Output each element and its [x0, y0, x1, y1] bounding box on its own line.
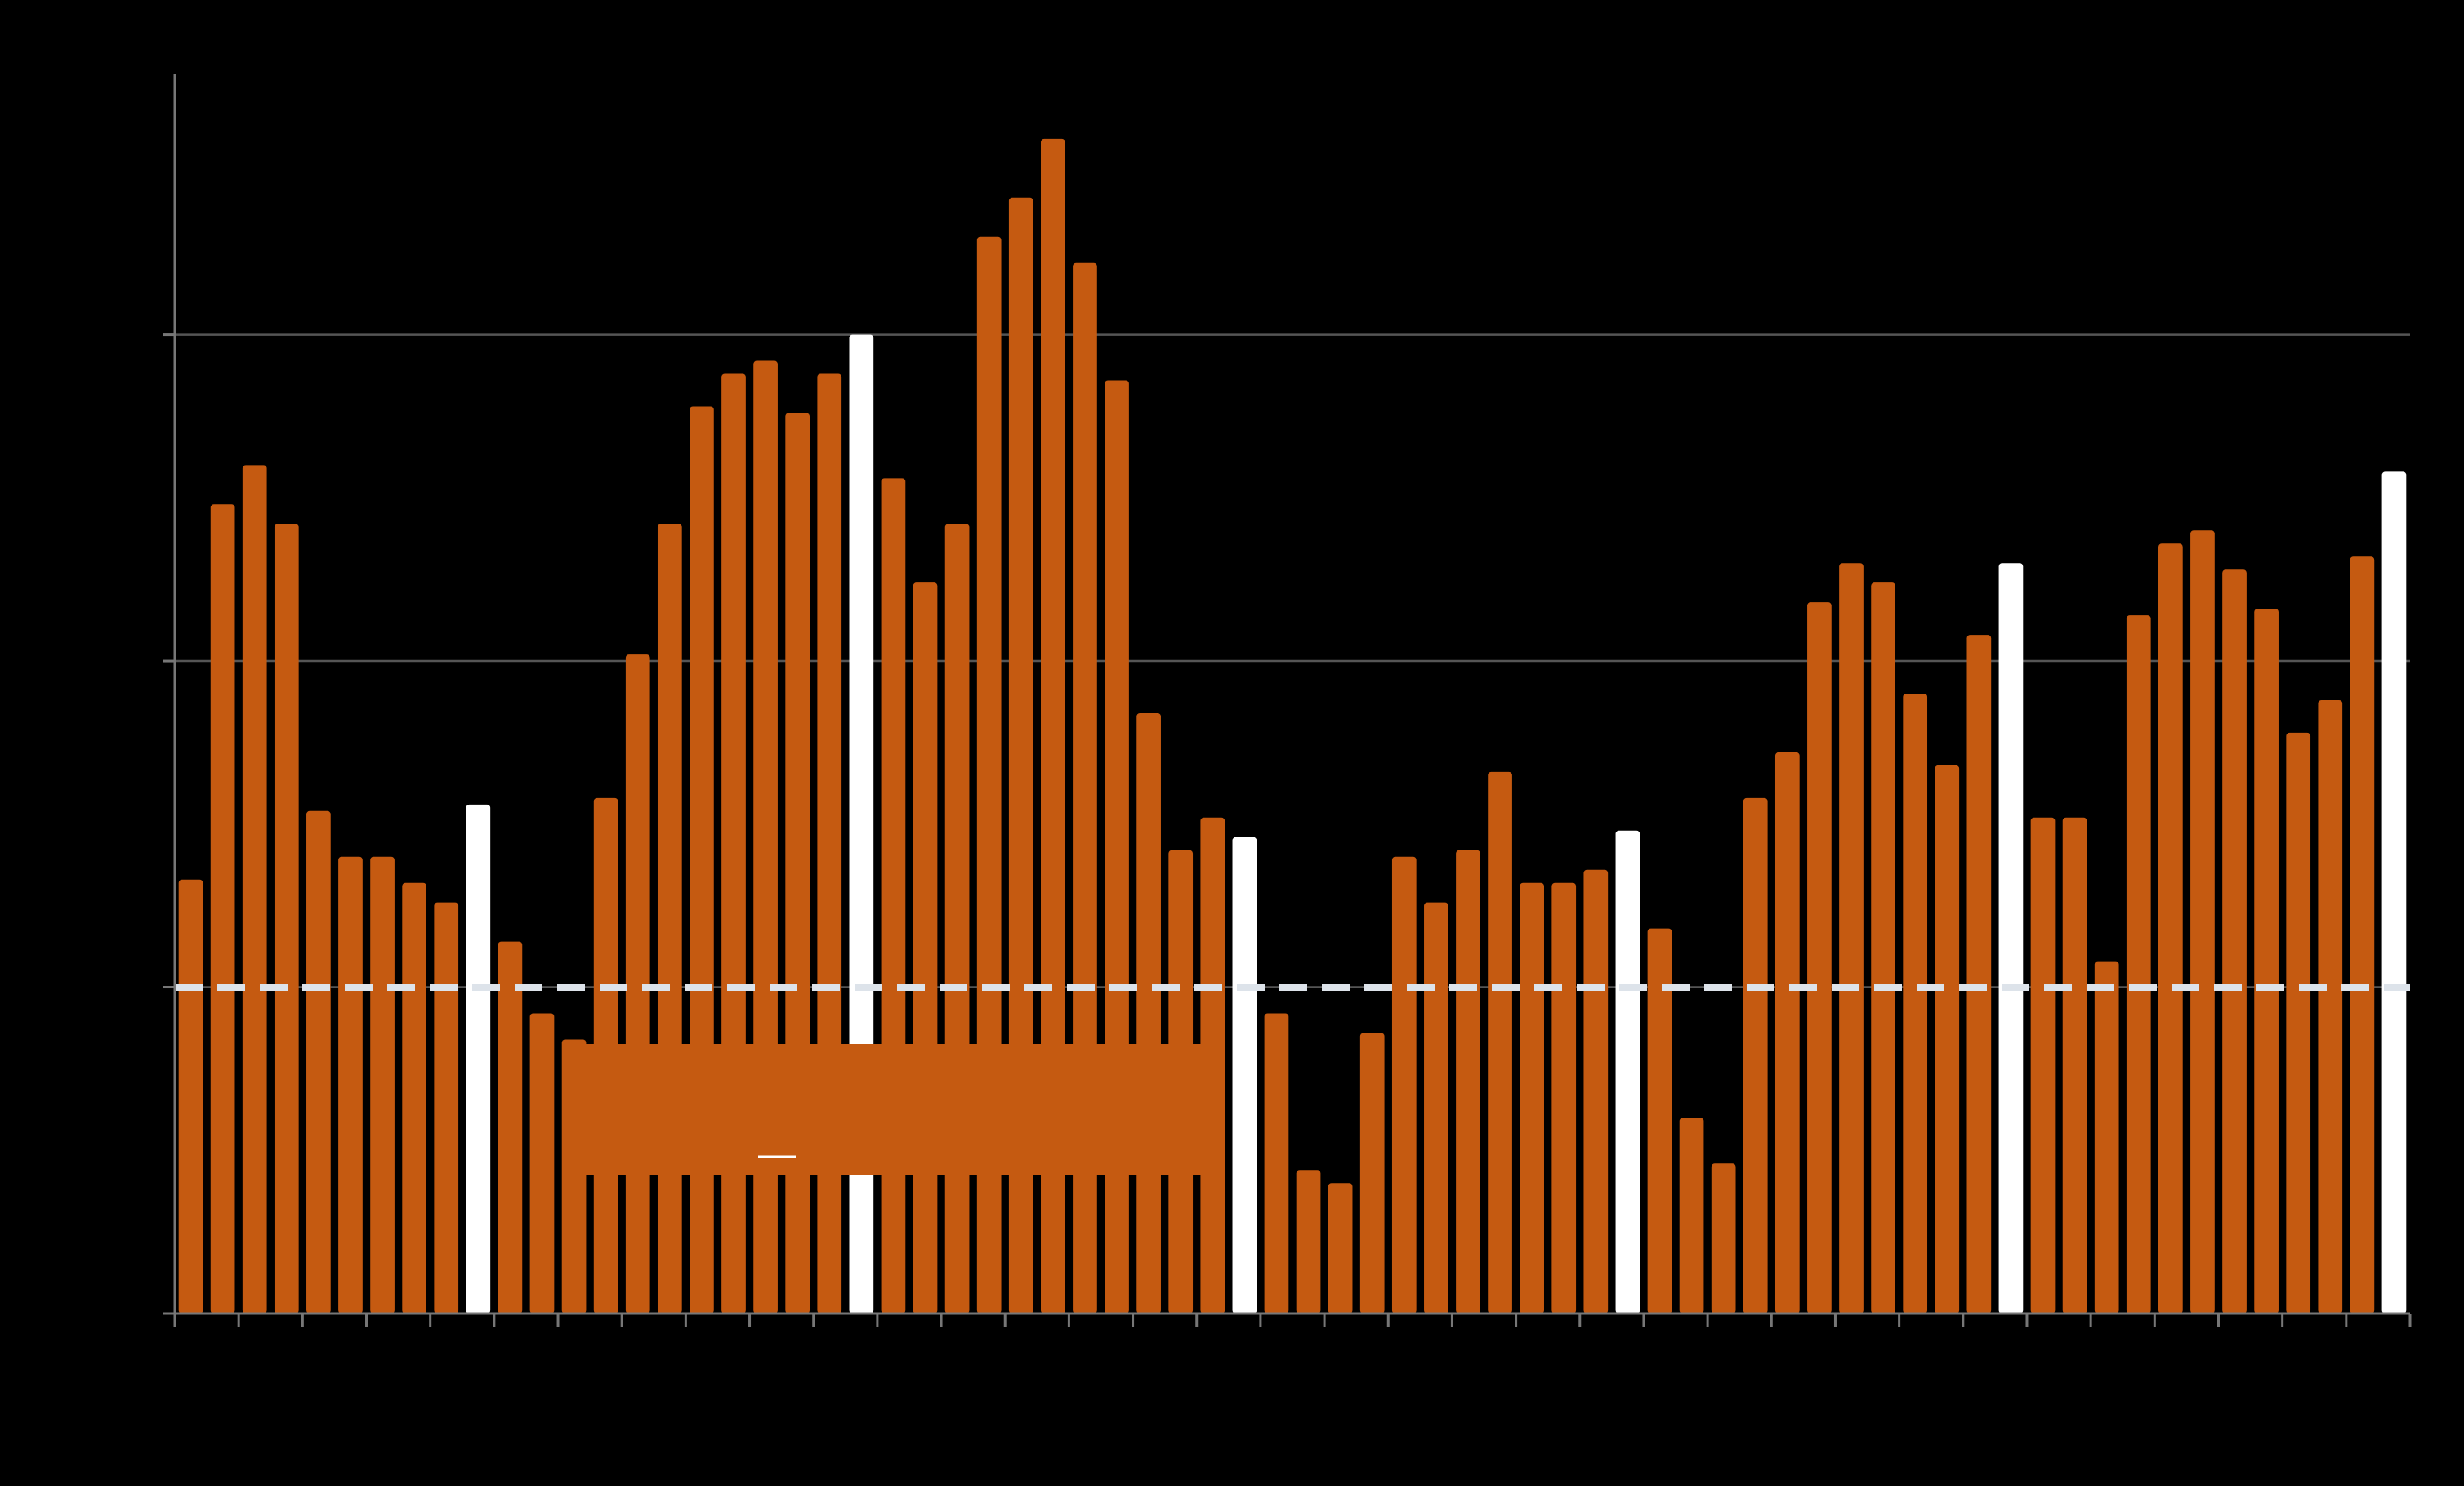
- bar: [690, 406, 714, 1314]
- bar: [1456, 850, 1480, 1314]
- bar: [498, 941, 523, 1314]
- bar: [1647, 928, 1672, 1314]
- bar: [306, 810, 331, 1314]
- bar: [881, 478, 906, 1314]
- bar: [657, 524, 682, 1314]
- bar: [2030, 817, 2056, 1314]
- bar: [1807, 602, 1832, 1314]
- bar: [210, 504, 235, 1314]
- bar: [2350, 556, 2375, 1314]
- bar-highlight: [1998, 563, 2024, 1314]
- bar: [1551, 882, 1577, 1314]
- bar: [1136, 712, 1161, 1314]
- bar: [434, 902, 459, 1314]
- bar: [2126, 615, 2151, 1314]
- bar: [1328, 1183, 1353, 1314]
- bar: [529, 1013, 555, 1314]
- bar: [2222, 569, 2247, 1314]
- bar: [944, 524, 970, 1314]
- bar: [2286, 732, 2311, 1314]
- bar: [1008, 197, 1033, 1314]
- bar: [242, 465, 267, 1314]
- bar: [2318, 699, 2343, 1314]
- legend: [564, 1044, 1222, 1175]
- bar-highlight: [466, 804, 491, 1314]
- bar-highlight: [1232, 837, 1257, 1314]
- bar: [1359, 1033, 1385, 1314]
- bar: [2190, 530, 2215, 1314]
- bar: [1743, 797, 1768, 1314]
- bar-highlight: [2381, 471, 2407, 1314]
- bar: [1679, 1118, 1704, 1314]
- bar: [178, 879, 203, 1314]
- bar: [1711, 1163, 1736, 1314]
- bar: [2062, 817, 2087, 1314]
- bar: [1903, 694, 1928, 1314]
- bar: [1488, 771, 1512, 1314]
- bar: [1774, 752, 1800, 1314]
- bar: [1871, 582, 1895, 1314]
- bar: [1935, 765, 1960, 1314]
- bar: [338, 856, 363, 1314]
- bar-highlight: [1615, 830, 1640, 1314]
- bar: [913, 582, 938, 1314]
- legend-box: [564, 1044, 1222, 1175]
- bar: [2254, 609, 2279, 1314]
- bar: [370, 856, 395, 1314]
- bar: [1583, 869, 1609, 1314]
- bar: [2158, 543, 2183, 1314]
- bar: [1839, 563, 1864, 1314]
- bar: [1391, 856, 1417, 1314]
- bar: [1520, 882, 1544, 1314]
- bar: [1424, 902, 1448, 1314]
- bar: [1041, 138, 1065, 1314]
- bar: [274, 524, 299, 1314]
- bar: [1296, 1170, 1321, 1314]
- bar: [785, 413, 810, 1314]
- bar: [2094, 961, 2119, 1314]
- axes: [163, 74, 2412, 1327]
- bar: [1966, 635, 1992, 1314]
- bar: [402, 882, 426, 1314]
- bar: [1264, 1013, 1289, 1314]
